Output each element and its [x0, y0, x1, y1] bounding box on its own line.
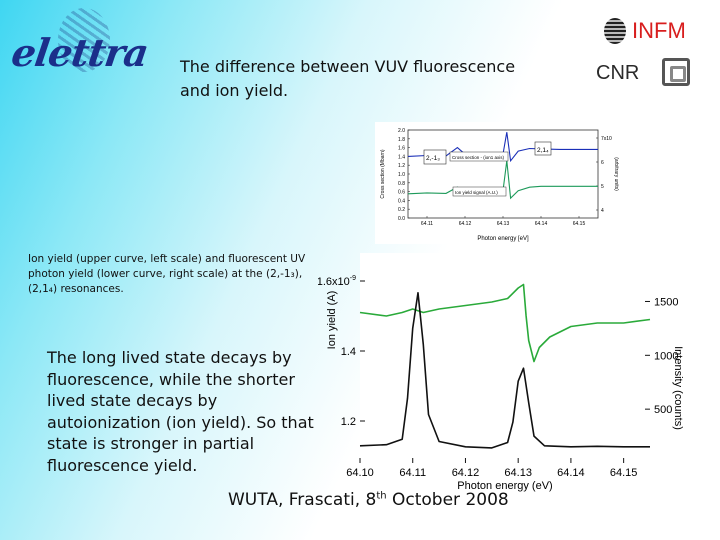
small-chart-rtick-label: 5 — [601, 184, 604, 190]
small-chart-annotation-2: 2,1₄ — [537, 147, 549, 154]
main-chart-ytick-label: 1.2 — [341, 416, 356, 428]
small-chart-ytick-label: 0.4 — [398, 198, 405, 204]
small-chart: 0.0 0.2 0.4 0.6 0.8 1.0 1.2 1.4 1.6 1.8 2.0 64.11 6… — [375, 122, 620, 244]
slide-title: The difference between VUV fluorescence … — [180, 57, 516, 100]
small-chart-legend-2 — [452, 186, 507, 197]
main-chart-xtick-label: 64.12 — [452, 467, 480, 479]
main-chart-rtick-label: 1500 — [654, 296, 678, 308]
infm-label: INFM — [632, 18, 686, 43]
small-chart-label-box-1 — [423, 149, 447, 165]
footer-suffix: October 2008 — [386, 490, 509, 510]
main-chart-ylabel-right: Intensity (counts) — [672, 346, 684, 430]
small-chart-ytick-label: 1.8 — [398, 137, 405, 143]
main-chart-xtick-label: 64.13 — [504, 467, 532, 479]
main-chart-xtick-label: 64.14 — [557, 467, 585, 479]
small-chart-ytick-label: 1.4 — [398, 154, 405, 160]
small-chart-annotation-1: 2,-1₃ — [426, 155, 440, 162]
small-chart-rtick-label: 6 — [601, 160, 604, 166]
main-chart-ytick-label: 1.4 — [341, 346, 356, 358]
small-chart-legend-1-text: Cross section - (ion1 axis) — [452, 155, 505, 160]
small-chart-ytick-label: 1.2 — [398, 163, 405, 169]
small-chart-legend-1 — [449, 151, 509, 162]
small-chart-ylabel-right: (arbitrary units) — [613, 157, 619, 191]
small-chart-xlabel: Photon energy [eV] — [477, 236, 529, 242]
cnr-label: CNR — [596, 62, 640, 84]
small-chart-xtick-label: 64.14 — [535, 221, 548, 227]
main-chart-xlabel: Photon energy (eV) — [457, 480, 552, 492]
small-chart-ytick-label: 0.6 — [398, 190, 405, 196]
small-chart-xtick-label: 64.12 — [459, 221, 472, 227]
small-chart-legend-2-text: Ion yield signal (A.U.) — [455, 190, 498, 195]
small-chart-ytick-label: 0.0 — [398, 216, 405, 222]
small-chart-xtick-label: 64.13 — [497, 221, 510, 227]
small-chart-ytick-label: 0.8 — [398, 181, 405, 187]
elettra-logo: elettra — [8, 30, 151, 75]
footer-sup: th — [376, 490, 387, 502]
main-chart-series-line-2 — [359, 291, 650, 449]
main-chart-rtick-label: 1000 — [654, 350, 678, 362]
footer-prefix: WUTA, Frascati, 8 — [228, 490, 377, 510]
small-chart-label-box-2 — [534, 141, 552, 156]
main-chart-series-line-1 — [359, 283, 651, 363]
small-chart-rtick-label: 4 — [601, 208, 604, 214]
main-chart-rtick-label: 500 — [654, 404, 672, 416]
elettra-logo-swirl — [58, 8, 110, 72]
main-chart-xtick-label: 64.10 — [346, 467, 374, 479]
main-chart-ytick-label: 1.6x10-9 — [318, 275, 356, 288]
main-chart-xtick-label: 64.15 — [610, 467, 638, 479]
body-text: The long lived state decays by fluoresce… — [47, 348, 314, 475]
main-chart-plot-area — [360, 253, 650, 463]
small-chart-ytick-label: 2.0 — [398, 128, 405, 134]
small-chart-ytick-label: 1.0 — [398, 172, 405, 178]
small-chart-xtick-label: 64.15 — [573, 221, 586, 227]
small-chart-ytick-label: 0.2 — [398, 207, 405, 213]
small-chart-ylabel: Cross section (Mbarn) — [380, 149, 386, 199]
small-chart-rtick-label: 7x10 — [601, 136, 612, 142]
resonance-caption: Ion yield (upper curve, left scale) and … — [28, 253, 306, 295]
cnr-logo-icon — [662, 58, 690, 86]
footer: WUTA, Frascati, 8th October 2008 — [228, 490, 509, 510]
main-chart-ylabel: Ion yield (A) — [326, 291, 338, 350]
infm-logo-icon — [604, 18, 626, 44]
small-chart-ytick-label: 1.6 — [398, 146, 405, 152]
main-chart-xtick-label: 64.11 — [399, 467, 426, 479]
main-chart: 1.2 1.4 1.6x10-9 500 1000 1500 64.10 64.11 64.… — [318, 253, 684, 492]
small-chart-xtick-label: 64.11 — [421, 221, 433, 227]
